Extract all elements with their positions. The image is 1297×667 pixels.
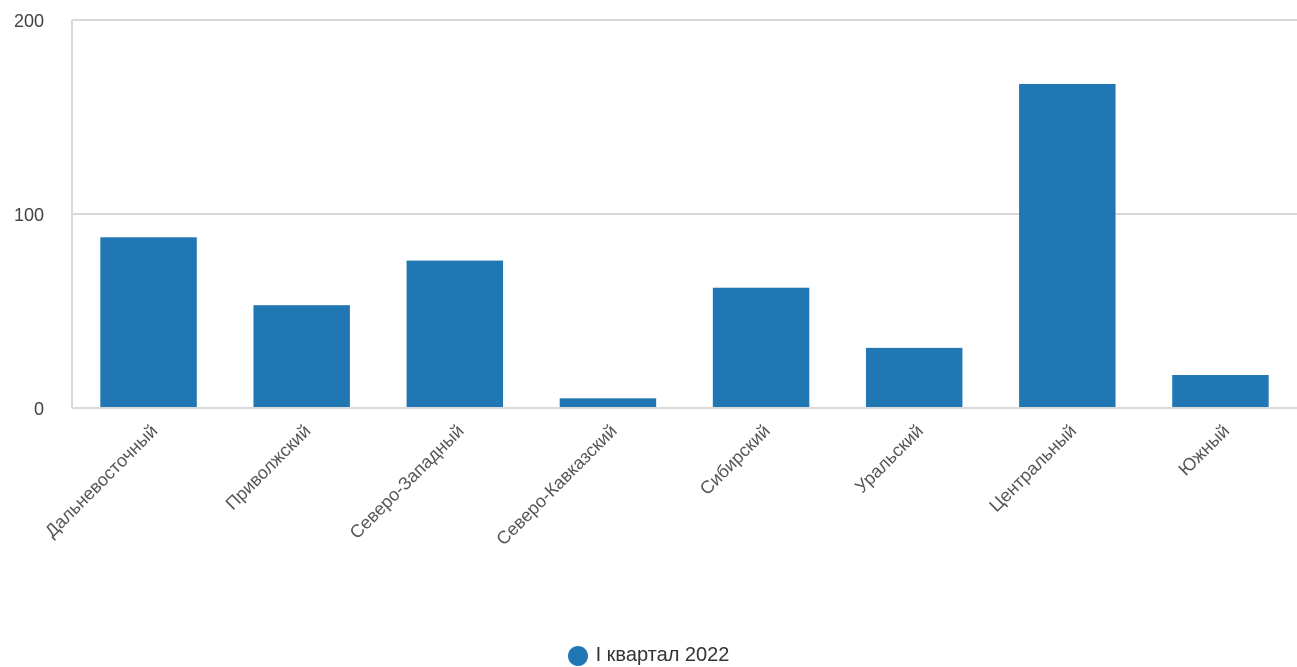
x-tick-label: Северо-Кавказский bbox=[492, 421, 620, 549]
bar-chart: 0 100 200 Дальневосточный Приволжский Северо… bbox=[14, 11, 1297, 549]
bar bbox=[1172, 375, 1269, 408]
y-axis: 0 100 200 bbox=[14, 11, 73, 419]
bar bbox=[100, 237, 197, 408]
legend-label: I квартал 2022 bbox=[595, 644, 730, 666]
x-axis: Дальневосточный Приволжский Северо-Западны… bbox=[41, 407, 1297, 549]
bar bbox=[253, 305, 350, 408]
bar bbox=[712, 287, 810, 408]
y-tick-label: 100 bbox=[14, 205, 44, 225]
bar bbox=[1019, 84, 1116, 409]
legend: I квартал 2022 bbox=[0, 644, 1297, 667]
bar bbox=[559, 398, 657, 408]
bars bbox=[100, 84, 1269, 409]
bar bbox=[865, 347, 963, 408]
x-tick-label: Южный bbox=[1174, 421, 1233, 480]
x-tick-label: Уральский bbox=[851, 421, 927, 497]
legend-swatch bbox=[567, 645, 588, 666]
x-tick-label: Приволжский bbox=[222, 421, 315, 514]
x-tick-label: Северо-Западный bbox=[346, 421, 468, 543]
y-tick-label: 200 bbox=[14, 11, 44, 31]
bar bbox=[406, 260, 504, 408]
y-tick-label: 0 bbox=[34, 399, 44, 419]
x-tick-label: Дальневосточный bbox=[41, 421, 161, 541]
x-tick-label: Сибирский bbox=[696, 421, 774, 499]
x-tick-label: Центральный bbox=[985, 421, 1080, 516]
